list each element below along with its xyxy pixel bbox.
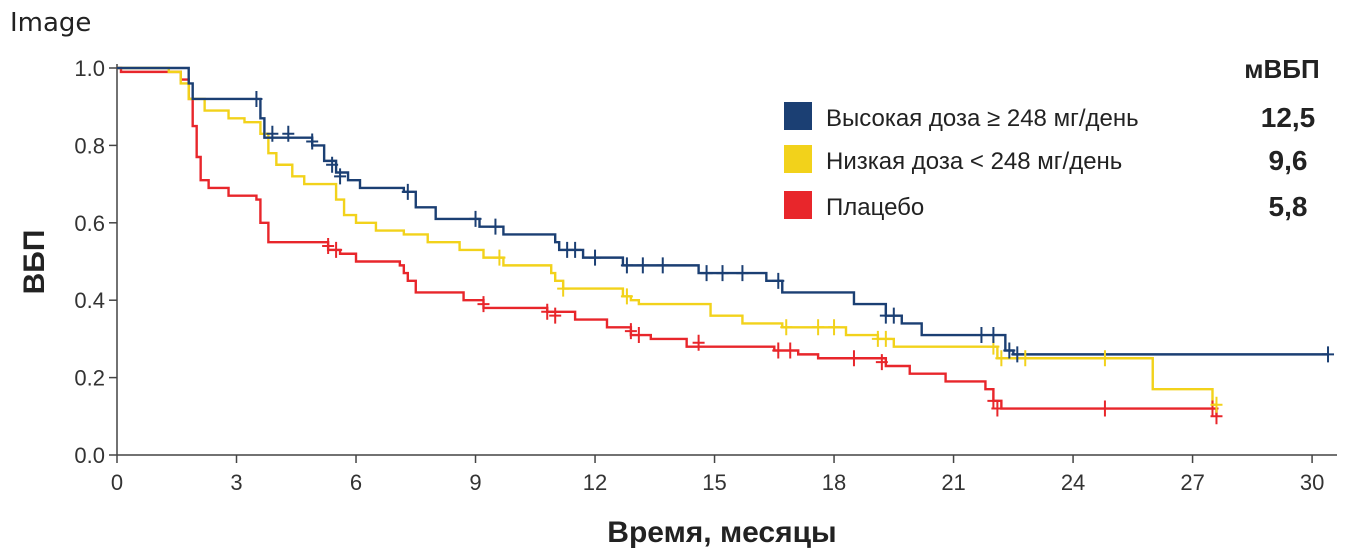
censor-mark (620, 288, 633, 305)
y-tick-label: 0.8 (74, 133, 105, 158)
censor-mark (692, 334, 705, 351)
censor-mark (541, 303, 554, 320)
x-tick-label: 24 (1061, 470, 1085, 495)
y-tick-label: 0.4 (74, 288, 105, 313)
censor-mark (736, 265, 749, 282)
censor-mark (784, 342, 797, 359)
censor-mark (489, 218, 502, 235)
censor-mark (549, 307, 562, 324)
censor-mark (828, 319, 841, 336)
legend-median: 12,5 (1261, 102, 1316, 133)
censor-mark (987, 327, 1000, 344)
legend-label: Высокая доза ≥ 248 мг/день (826, 105, 1139, 132)
censor-mark (282, 125, 295, 142)
censor-mark (620, 257, 633, 274)
y-axis-label: ВБП (18, 230, 51, 295)
censor-mark (330, 241, 343, 258)
censor-mark (772, 342, 785, 359)
censor-mark (401, 183, 414, 200)
x-tick-label: 6 (350, 470, 362, 495)
censor-mark (322, 238, 335, 255)
x-tick-label: 9 (469, 470, 481, 495)
survival-curve-0 (117, 66, 1329, 356)
legend-label: Низкая доза < 248 мг/день (826, 148, 1122, 175)
censor-mark (1322, 346, 1335, 363)
censor-mark (266, 125, 279, 142)
censor-mark (887, 307, 900, 324)
censor-mark (1098, 350, 1111, 367)
censor-mark (306, 133, 319, 150)
page-label: Image (10, 8, 92, 38)
censor-mark (847, 350, 860, 367)
x-axis-label: Время, месяцы (607, 516, 836, 549)
legend-header: мВБП (1244, 54, 1319, 84)
censor-mark (557, 280, 570, 297)
censor-mark (334, 168, 347, 185)
legend-median: 5,8 (1269, 191, 1308, 222)
censor-mark (589, 249, 602, 266)
censor-mark (875, 354, 888, 371)
legend: мВБП Высокая доза ≥ 248 мг/день 12,5 Низка… (784, 54, 1320, 222)
censor-mark (700, 265, 713, 282)
censor-mark (624, 323, 637, 340)
x-tick-label: 27 (1180, 470, 1204, 495)
x-tick-label: 0 (111, 470, 123, 495)
y-tick-label: 0.2 (74, 366, 105, 391)
censor-mark (569, 241, 582, 258)
x-tick-label: 12 (583, 470, 607, 495)
censor-mark (879, 330, 892, 347)
x-tick-label: 18 (822, 470, 846, 495)
x-tick-label: 15 (702, 470, 726, 495)
legend-swatch (784, 191, 812, 219)
censor-mark (995, 350, 1008, 367)
survival-curves (117, 66, 1329, 417)
legend-label: Плацебо (826, 194, 924, 221)
x-tick-label: 3 (230, 470, 242, 495)
censor-mark (991, 400, 1004, 417)
censor-mark (1019, 350, 1032, 367)
censor-marks (250, 90, 1335, 425)
censor-mark (1210, 396, 1223, 413)
censor-mark (1098, 400, 1111, 417)
censor-mark (812, 319, 825, 336)
censor-mark (469, 210, 482, 227)
y-tick-label: 0.0 (74, 443, 105, 468)
censor-mark (780, 319, 793, 336)
censor-mark (632, 327, 645, 344)
censor-mark (656, 257, 669, 274)
censor-mark (716, 265, 729, 282)
censor-mark (1011, 346, 1024, 363)
censor-mark (636, 257, 649, 274)
y-tick-label: 0.6 (74, 211, 105, 236)
censor-mark (1003, 342, 1016, 359)
legend-swatch (784, 145, 812, 173)
x-tick-label: 30 (1300, 470, 1324, 495)
censor-mark (326, 156, 339, 173)
x-tick-label: 21 (941, 470, 965, 495)
censor-mark (772, 272, 785, 289)
censor-mark (477, 296, 490, 313)
legend-median: 9,6 (1269, 145, 1308, 176)
censor-mark (493, 249, 506, 266)
axes: 0 3 6 9 12 15 18 21 24 27 30 0.0 0.2 0.4 0.6 0.8 1.0 (74, 56, 1337, 495)
survival-curve-2 (117, 66, 1218, 417)
censor-mark (975, 327, 988, 344)
censor-mark (250, 90, 263, 107)
legend-swatch (784, 102, 812, 130)
y-tick-label: 1.0 (74, 56, 105, 81)
